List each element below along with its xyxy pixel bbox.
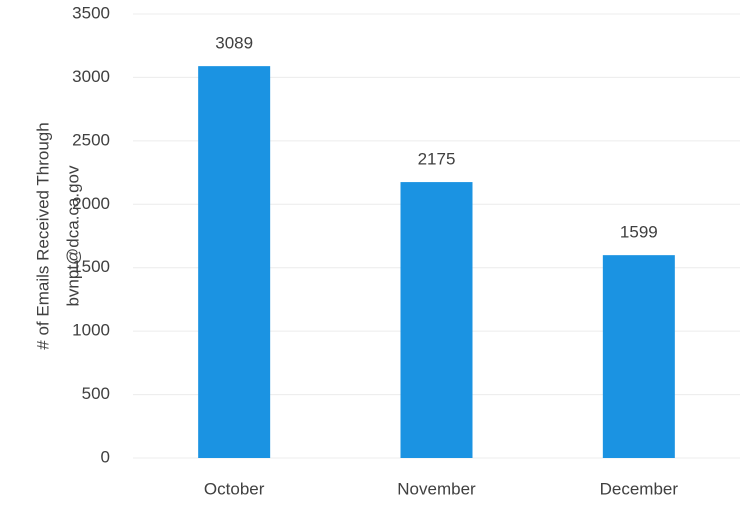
- y-tick-label: 2000: [72, 194, 110, 213]
- data-label: 1599: [620, 223, 658, 242]
- y-tick-label: 1500: [72, 257, 110, 276]
- y-tick-label: 3500: [72, 3, 110, 22]
- y-tick-label: 0: [101, 447, 110, 466]
- data-label: 2175: [418, 150, 456, 169]
- bar: [400, 182, 473, 459]
- data-label: 3089: [215, 34, 253, 53]
- bar: [198, 66, 271, 459]
- x-tick-label: October: [204, 479, 265, 498]
- y-axis-label: bvnpt@dca.ca.gov: [63, 165, 82, 307]
- x-tick-label: December: [600, 479, 679, 498]
- y-tick-label: 3000: [72, 67, 110, 86]
- y-tick-label: 2500: [72, 130, 110, 149]
- y-tick-label: 500: [82, 384, 110, 403]
- bar: [602, 255, 675, 458]
- y-tick-label: 1000: [72, 321, 110, 340]
- x-tick-label: November: [397, 479, 476, 498]
- y-axis-label: # of Emails Received Through: [33, 122, 52, 349]
